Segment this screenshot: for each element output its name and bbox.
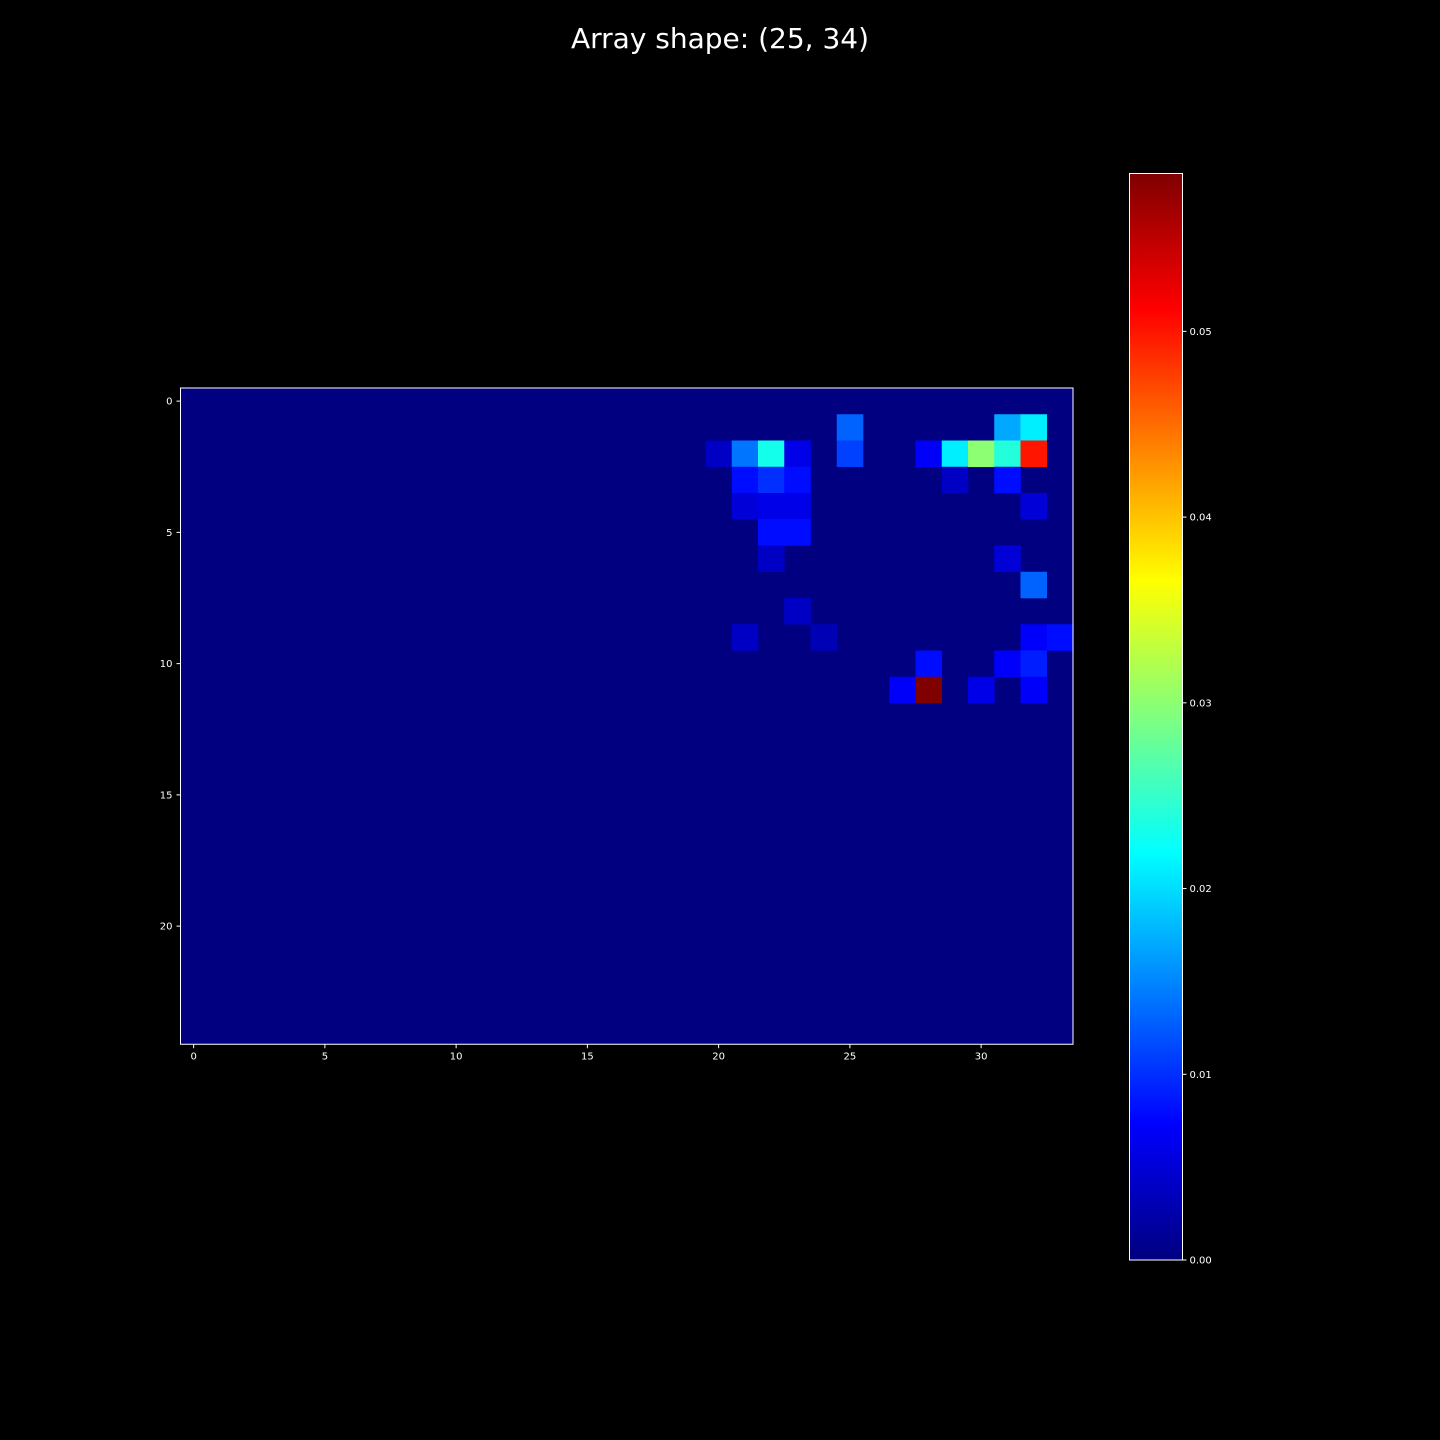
heatmap-cell — [1020, 571, 1048, 599]
heatmap-cell — [705, 440, 733, 468]
heatmap-base-fill — [180, 388, 1073, 1045]
chart-title: Array shape: (25, 34) — [570, 22, 870, 55]
heatmap-cell — [784, 598, 811, 625]
colorbar-tick-label: 0.03 — [1190, 698, 1212, 709]
heatmap-cell — [1046, 624, 1074, 651]
heatmap-cell — [1020, 676, 1048, 704]
y-tick-label: 15 — [160, 790, 173, 801]
heatmap-cell — [968, 440, 995, 468]
colorbar-bar — [1129, 173, 1183, 1261]
heatmap-cell — [810, 624, 838, 651]
heatmap-cell — [758, 545, 785, 573]
heatmap-background — [180, 388, 1073, 1045]
heatmap-cell — [1020, 650, 1048, 678]
heatmap-cell — [758, 440, 785, 468]
heatmap-cell — [758, 519, 785, 546]
colorbar-tick-label: 0.02 — [1190, 884, 1212, 895]
heatmap-cell — [758, 493, 785, 520]
heatmap-cell — [731, 624, 759, 651]
heatmap-cell — [1020, 440, 1048, 468]
heatmap-cell — [994, 545, 1021, 573]
colorbar-tick-label: 0.01 — [1190, 1070, 1212, 1081]
y-axis: 0 5 10 15 20 — [160, 397, 181, 933]
heatmap-cell — [836, 414, 864, 441]
x-tick-label: 20 — [712, 1051, 725, 1062]
heatmap-cell — [968, 676, 995, 704]
heatmap-cell — [1020, 624, 1048, 651]
x-tick-label: 25 — [844, 1051, 857, 1062]
heatmap-cell — [941, 440, 969, 468]
y-tick-label: 10 — [160, 659, 173, 670]
heatmap-cell — [784, 440, 811, 468]
colorbar-tick-label: 0.04 — [1190, 513, 1212, 524]
heatmap-cell — [784, 466, 811, 494]
heatmap-cell — [1020, 414, 1048, 441]
x-tick-label: 15 — [581, 1051, 594, 1062]
x-tick-label: 30 — [975, 1051, 988, 1062]
y-tick-label: 20 — [160, 922, 173, 933]
heatmap-cell — [889, 676, 916, 704]
heatmap-frame — [180, 387, 1074, 1045]
heatmap-cell — [994, 440, 1021, 468]
heatmap-cell — [758, 466, 785, 494]
y-tick-label: 0 — [166, 397, 172, 408]
heatmap-cell — [1020, 493, 1048, 520]
x-axis: 0 5 10 15 20 25 30 — [190, 1044, 987, 1062]
x-tick-label: 0 — [190, 1051, 196, 1062]
colorbar-tick-label: 0.05 — [1190, 327, 1212, 338]
heatmap-cell — [941, 466, 969, 494]
x-tick-label: 10 — [450, 1051, 463, 1062]
heatmap-cell — [784, 519, 811, 546]
heatmap-cells — [705, 414, 1074, 704]
heatmap-cell — [994, 466, 1021, 494]
heatmap-cell — [731, 466, 759, 494]
heatmap-cell — [994, 650, 1021, 678]
heatmap-cell — [915, 440, 943, 468]
heatmap-cell — [836, 440, 864, 468]
y-tick-label: 5 — [166, 528, 172, 539]
heatmap-cell — [784, 493, 811, 520]
heatmap-cell — [994, 414, 1021, 441]
heatmap-cell — [915, 650, 943, 678]
x-tick-label: 5 — [322, 1051, 328, 1062]
heatmap-cell — [731, 493, 759, 520]
heatmap-cell — [731, 440, 759, 468]
heatmap-cell — [915, 676, 943, 704]
colorbar: 0.00 0.01 0.02 0.03 0.04 0.05 — [1129, 173, 1212, 1267]
colorbar-tick-label: 0.00 — [1190, 1256, 1212, 1267]
